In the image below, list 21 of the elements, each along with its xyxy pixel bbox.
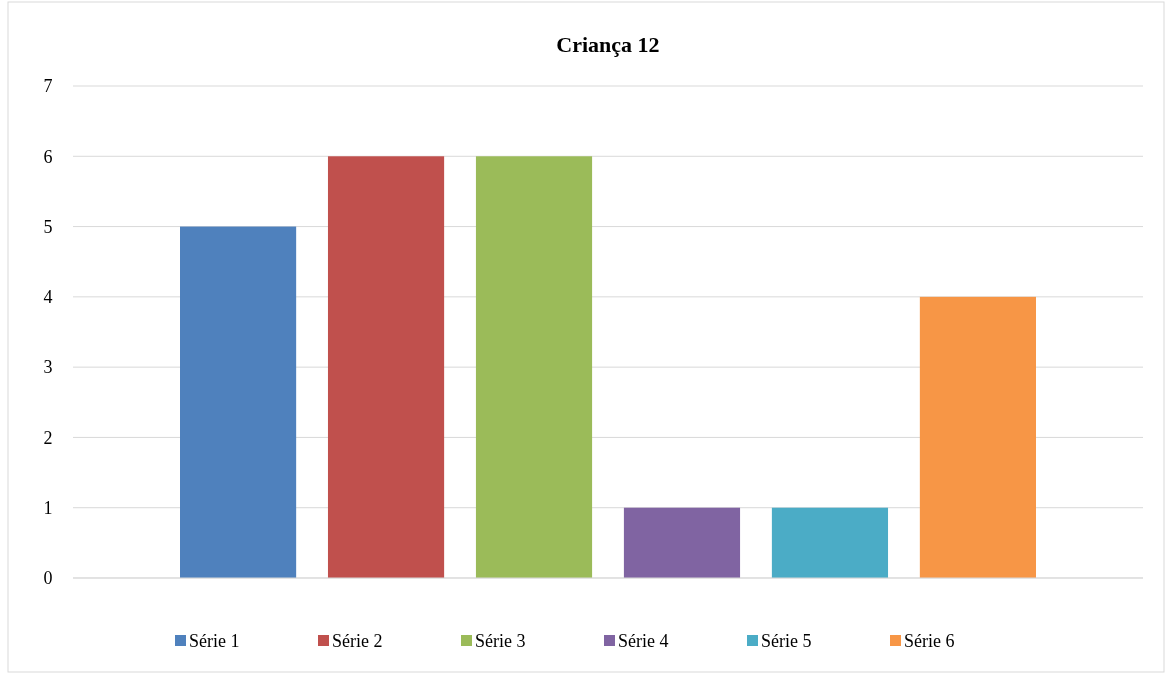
y-tick-label: 7 [43,76,53,97]
legend-label: Série 1 [189,631,240,652]
bar [919,296,1036,578]
bar [623,507,741,578]
bar [180,226,297,578]
legend-label: Série 6 [904,631,955,652]
y-tick-label: 4 [43,287,53,308]
y-tick-label: 6 [43,146,53,167]
legend-label: Série 2 [332,631,383,652]
chart-title: Criança 12 [556,32,660,57]
bar [327,156,445,578]
y-tick-label: 0 [43,568,53,589]
y-tick-label: 2 [43,427,53,448]
bar [475,156,593,578]
y-tick-label: 3 [43,357,53,378]
y-tick-label: 5 [43,216,53,237]
legend-label: Série 5 [761,631,812,652]
legend-label: Série 3 [475,631,526,652]
legend-label: Série 4 [618,631,669,652]
y-tick-label: 1 [43,498,53,519]
bar [771,507,889,578]
